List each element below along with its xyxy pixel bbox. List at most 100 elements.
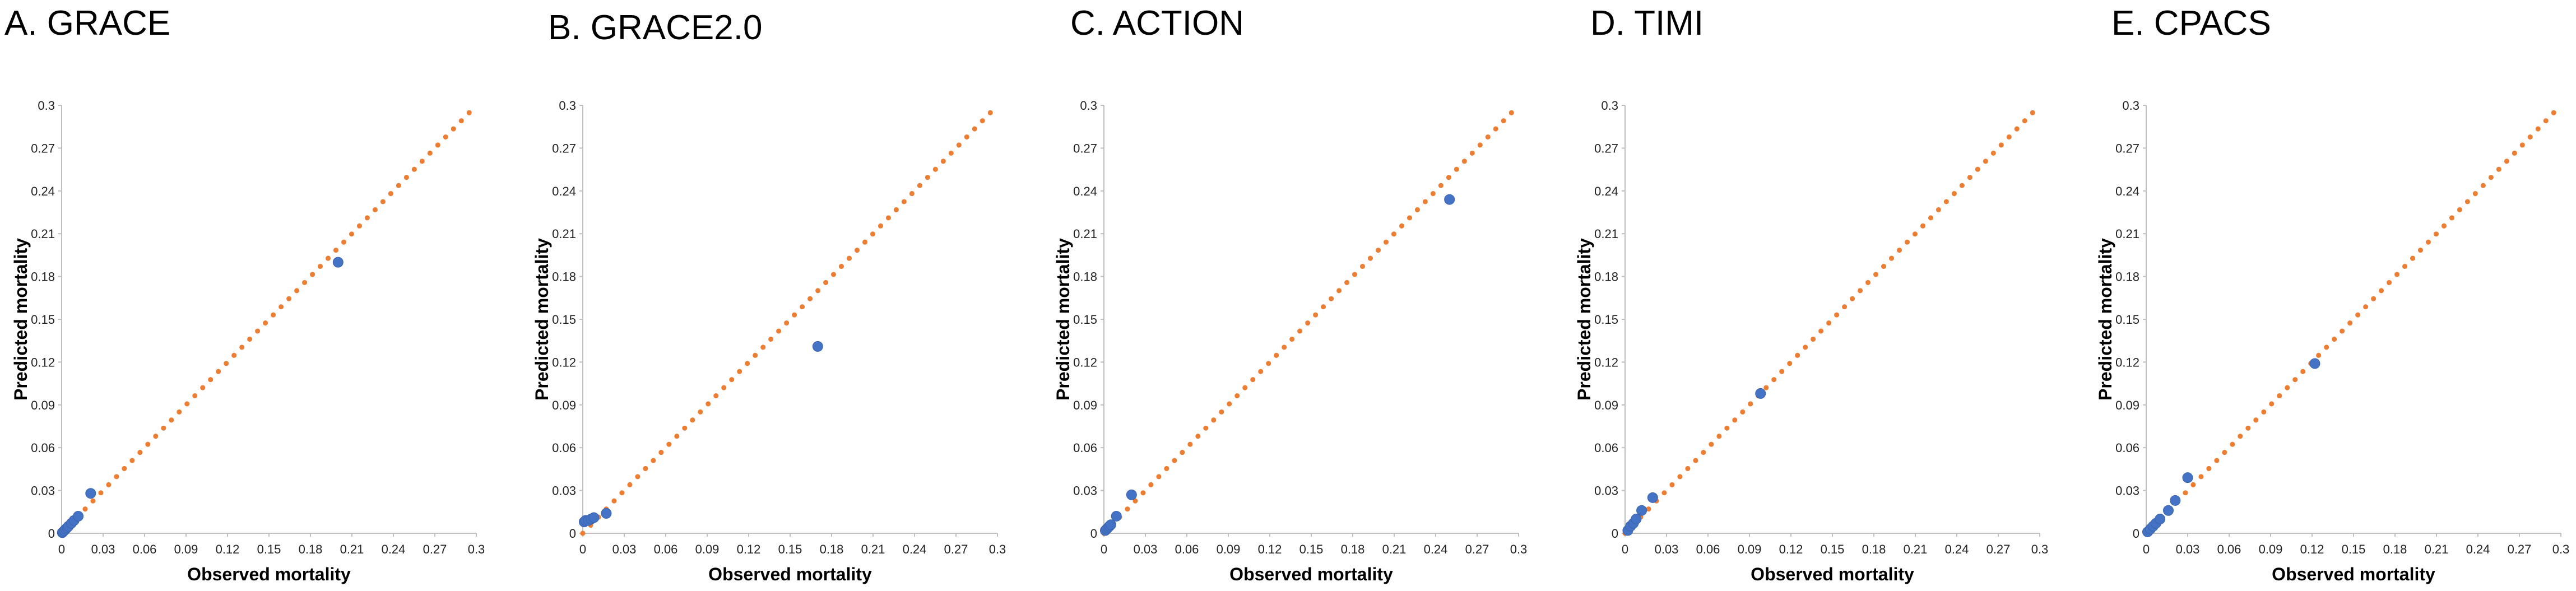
- y-tick-label: 0.06: [2115, 441, 2139, 455]
- x-tick-label: 0.18: [299, 542, 323, 556]
- x-tick-label: 0.27: [1465, 542, 1489, 556]
- x-tick-label: 0.3: [2031, 542, 2049, 556]
- x-tick-label: 0.12: [2300, 542, 2324, 556]
- x-tick-label: 0.21: [340, 542, 364, 556]
- x-tick-label: 0.21: [861, 542, 885, 556]
- y-tick-label: 0.06: [31, 441, 55, 455]
- chart-title: C. ACTION: [1070, 4, 1244, 43]
- y-tick-label: 0.18: [31, 270, 55, 284]
- y-tick-label: 0.06: [552, 441, 576, 455]
- x-axis-label: Observed mortality: [1229, 564, 1393, 584]
- data-point: [1444, 194, 1455, 205]
- data-point: [1631, 514, 1642, 525]
- calibration-chart-grace: A. GRACE 0 0.03 0.06 0.09 0.12 0.15 0.18 0.21 0.…: [4, 4, 485, 584]
- reference-line: [1622, 103, 2043, 536]
- y-tick-label: 0.03: [2115, 484, 2139, 498]
- reference-line: [2143, 103, 2564, 536]
- x-tick-label: 0: [1622, 542, 1628, 556]
- y-tick-label: 0.12: [1594, 355, 1618, 369]
- y-tick-label: 0.24: [1073, 184, 1097, 198]
- data-point: [332, 257, 344, 268]
- x-tick-label: 0: [58, 542, 65, 556]
- y-tick-label: 0.27: [1073, 141, 1097, 155]
- y-tick-label: 0.15: [2115, 313, 2139, 327]
- reference-line: [1101, 103, 1521, 536]
- y-tick-label: 0.09: [1594, 398, 1618, 412]
- x-tick-label: 0.24: [2466, 542, 2490, 556]
- x-tick-label: 0.3: [468, 542, 485, 556]
- x-tick-label: 0.12: [216, 542, 240, 556]
- calibration-chart-cpacs: E. CPACS 0 0.03 0.06 0.09 0.12 0.15 0.18 0.21 0.…: [2095, 4, 2569, 584]
- x-tick-label: 0.12: [737, 542, 761, 556]
- x-tick-label: 0.15: [1299, 542, 1324, 556]
- y-tick-label: 0.24: [552, 184, 576, 198]
- reference-line: [580, 103, 1000, 536]
- x-tick-label: 0: [2143, 542, 2150, 556]
- data-point: [1126, 489, 1137, 500]
- y-tick-label: 0: [48, 527, 55, 541]
- x-tick-label: 0: [579, 542, 586, 556]
- y-axis-label: Predicted mortality: [1053, 238, 1073, 401]
- y-axis-label: Predicted mortality: [532, 238, 552, 401]
- x-axis-label: Observed mortality: [708, 564, 872, 584]
- data-point: [2170, 495, 2181, 506]
- y-tick-label: 0.12: [552, 355, 576, 369]
- data-point: [1636, 505, 1647, 516]
- data-point: [85, 488, 96, 499]
- y-tick-label: 0.24: [2115, 184, 2139, 198]
- x-tick-label: 0.06: [133, 542, 157, 556]
- x-tick-label: 0.24: [1424, 542, 1448, 556]
- data-point: [1105, 519, 1116, 530]
- x-tick-label: 0.18: [1862, 542, 1886, 556]
- x-tick-label: 0.18: [1341, 542, 1365, 556]
- data-point: [1647, 492, 1658, 503]
- x-tick-label: 0.09: [695, 542, 720, 556]
- x-tick-label: 0.27: [944, 542, 968, 556]
- y-tick-label: 0.21: [1594, 227, 1618, 241]
- y-tick-label: 0.21: [31, 227, 55, 241]
- y-axis-label: Predicted mortality: [2095, 238, 2115, 401]
- calibration-chart-grace2: B. GRACE2.0 0 0.03 0.06 0.09 0.12 0.15 0.18 0.2…: [532, 8, 1006, 584]
- x-tick-label: 0.12: [1258, 542, 1282, 556]
- x-tick-label: 0.03: [1134, 542, 1158, 556]
- y-tick-label: 0.18: [552, 270, 576, 284]
- y-tick-label: 0.03: [31, 484, 55, 498]
- y-tick-label: 0: [1612, 527, 1618, 541]
- x-tick-label: 0.09: [1217, 542, 1241, 556]
- x-tick-label: 0.21: [2425, 542, 2449, 556]
- x-tick-label: 0.03: [612, 542, 637, 556]
- data-point: [601, 508, 612, 519]
- y-tick-label: 0: [1090, 527, 1097, 541]
- y-tick-label: 0.3: [1601, 99, 1618, 113]
- x-tick-label: 0.27: [423, 542, 447, 556]
- data-point: [812, 341, 823, 352]
- data-point: [1755, 388, 1766, 399]
- chart-title: E. CPACS: [2111, 4, 2271, 43]
- x-axis-label: Observed mortality: [2272, 564, 2435, 584]
- y-tick-label: 0.27: [1594, 141, 1618, 155]
- calibration-chart-action: C. ACTION 0 0.03 0.06 0.09 0.12 0.15 0.18 0.21 0…: [1053, 4, 1528, 584]
- chart-title: A. GRACE: [4, 4, 170, 43]
- x-tick-label: 0.18: [2383, 542, 2407, 556]
- x-tick-label: 0.03: [2176, 542, 2200, 556]
- y-tick-label: 0.18: [1073, 270, 1097, 284]
- x-tick-label: 0.21: [1904, 542, 1928, 556]
- x-tick-label: 0.3: [1510, 542, 1528, 556]
- x-tick-label: 0.15: [778, 542, 802, 556]
- data-point: [73, 510, 84, 522]
- y-tick-label: 0.15: [552, 313, 576, 327]
- y-tick-label: 0.3: [38, 99, 55, 113]
- y-tick-label: 0.3: [559, 99, 576, 113]
- x-tick-label: 0.15: [2342, 542, 2366, 556]
- x-tick-label: 0.15: [1821, 542, 1845, 556]
- y-tick-label: 0.27: [2115, 141, 2139, 155]
- y-tick-label: 0.12: [2115, 355, 2139, 369]
- x-tick-label: 0.06: [654, 542, 678, 556]
- y-tick-label: 0.09: [2115, 398, 2139, 412]
- y-tick-label: 0.15: [1073, 313, 1097, 327]
- y-tick-label: 0.3: [2122, 99, 2139, 113]
- y-axis-label: Predicted mortality: [11, 238, 31, 401]
- x-tick-label: 0.24: [382, 542, 406, 556]
- data-point: [2155, 514, 2166, 525]
- y-tick-label: 0.27: [552, 141, 576, 155]
